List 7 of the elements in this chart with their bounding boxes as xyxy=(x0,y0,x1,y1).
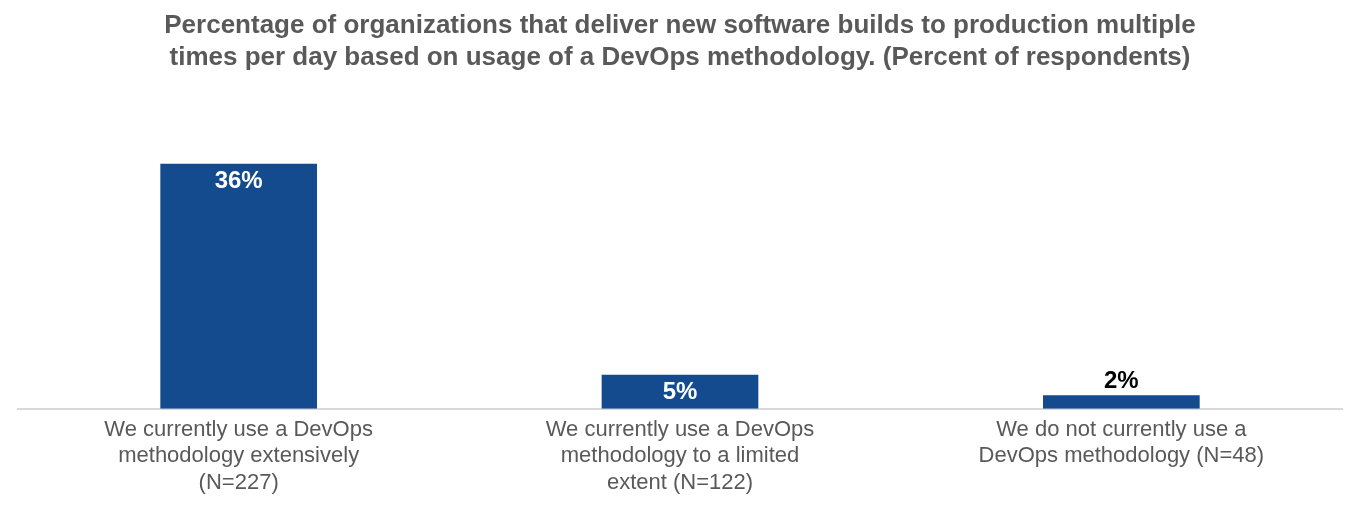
data-label: 5% xyxy=(662,377,698,405)
data-label: 36% xyxy=(214,166,263,194)
x-tick-label: We currently use a DevOps methodology to a limited extent (N=122) xyxy=(545,416,815,494)
x-tick-label: We do not currently use a DevOps methodology (N=48) xyxy=(978,416,1265,468)
x-tick-label: We currently use a DevOps methodology extensively (N=227) xyxy=(104,416,373,494)
chart-title: Percentage of organizations that deliver new software builds to production multiple times per day based on usage of a DevOps methodology. (Percent of respondents) xyxy=(163,8,1197,73)
data-label: 2% xyxy=(1103,365,1139,393)
